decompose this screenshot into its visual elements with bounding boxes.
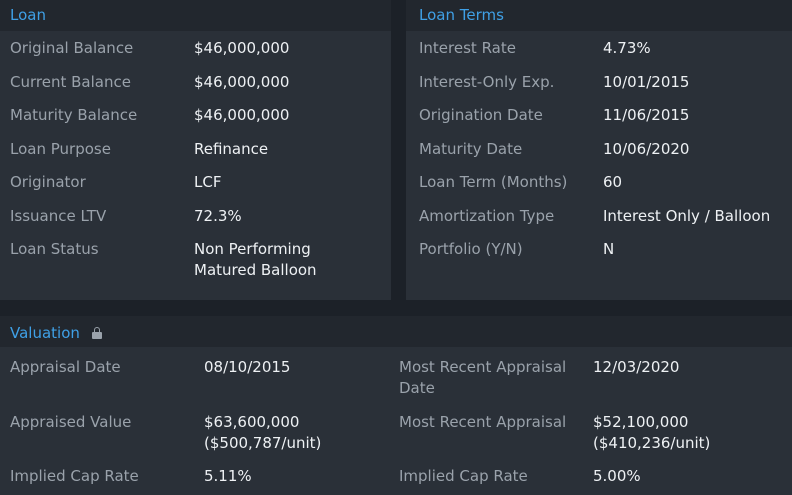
loan-terms-panel: Loan Terms Interest Rate 4.73% Interest-… xyxy=(406,0,792,300)
issuance-ltv-label: Issuance LTV xyxy=(10,207,107,225)
originator-value: LCF xyxy=(194,173,222,191)
appraised-value-value-line2: ($500,787/unit) xyxy=(204,434,322,452)
loan-panel-title: Loan xyxy=(10,6,46,24)
most-recent-appraisal-value-line2: ($410,236/unit) xyxy=(593,434,711,452)
loan-panel: Loan Original Balance $46,000,000 Curren… xyxy=(0,0,391,300)
most-recent-appraisal-date-label-line2: Date xyxy=(399,379,435,397)
maturity-date-value: 10/06/2020 xyxy=(603,140,690,158)
appraised-value-value-line1: $63,600,000 xyxy=(204,413,300,431)
valuation-panel-title: Valuation xyxy=(10,324,80,342)
loan-term-months-label: Loan Term (Months) xyxy=(419,173,568,191)
origination-date-value: 11/06/2015 xyxy=(603,106,690,124)
amortization-type-value: Interest Only / Balloon xyxy=(603,207,771,225)
most-recent-appraisal-date-label-line1: Most Recent Appraisal xyxy=(399,358,567,376)
interest-only-exp-value: 10/01/2015 xyxy=(603,73,690,91)
loan-status-label: Loan Status xyxy=(10,240,99,258)
loan-status-value-line2: Matured Balloon xyxy=(194,261,317,279)
most-recent-appraisal-value-line1: $52,100,000 xyxy=(593,413,689,431)
appraisal-date-label: Appraisal Date xyxy=(10,358,121,376)
maturity-date-label: Maturity Date xyxy=(419,140,523,158)
loan-purpose-label: Loan Purpose xyxy=(10,140,111,158)
valuation-panel-title-wrap: Valuation xyxy=(10,323,102,343)
maturity-balance-label: Maturity Balance xyxy=(10,106,138,124)
original-balance-value: $46,000,000 xyxy=(194,39,290,57)
origination-date-label: Origination Date xyxy=(419,106,543,124)
portfolio-value: N xyxy=(603,240,615,258)
loan-terms-panel-title: Loan Terms xyxy=(419,6,504,24)
issuance-ltv-value: 72.3% xyxy=(194,207,242,225)
implied-cap-rate-value: 5.11% xyxy=(204,467,252,485)
amortization-type-label: Amortization Type xyxy=(419,207,555,225)
recent-implied-cap-rate-value: 5.00% xyxy=(593,467,641,485)
interest-only-exp-label: Interest-Only Exp. xyxy=(419,73,555,91)
loan-purpose-value: Refinance xyxy=(194,140,269,158)
current-balance-value: $46,000,000 xyxy=(194,73,290,91)
original-balance-label: Original Balance xyxy=(10,39,134,57)
loan-term-months-value: 60 xyxy=(603,173,623,191)
interest-rate-value: 4.73% xyxy=(603,39,651,57)
appraised-value-label: Appraised Value xyxy=(10,413,132,431)
valuation-panel-header: Valuation xyxy=(0,316,792,347)
implied-cap-rate-label: Implied Cap Rate xyxy=(10,467,139,485)
current-balance-label: Current Balance xyxy=(10,73,131,91)
originator-label: Originator xyxy=(10,173,86,191)
appraisal-date-value: 08/10/2015 xyxy=(204,358,291,376)
most-recent-appraisal-date-value: 12/03/2020 xyxy=(593,358,680,376)
recent-implied-cap-rate-label: Implied Cap Rate xyxy=(399,467,528,485)
lock-icon xyxy=(91,327,102,339)
maturity-balance-value: $46,000,000 xyxy=(194,106,290,124)
loan-status-value-line1: Non Performing xyxy=(194,240,311,258)
interest-rate-label: Interest Rate xyxy=(419,39,516,57)
most-recent-appraisal-label: Most Recent Appraisal xyxy=(399,413,567,431)
loan-terms-panel-header: Loan Terms xyxy=(406,0,792,31)
portfolio-label: Portfolio (Y/N) xyxy=(419,240,523,258)
valuation-panel: Valuation Appraisal Date 08/10/2015 Most… xyxy=(0,316,792,495)
loan-panel-header: Loan xyxy=(0,0,391,31)
